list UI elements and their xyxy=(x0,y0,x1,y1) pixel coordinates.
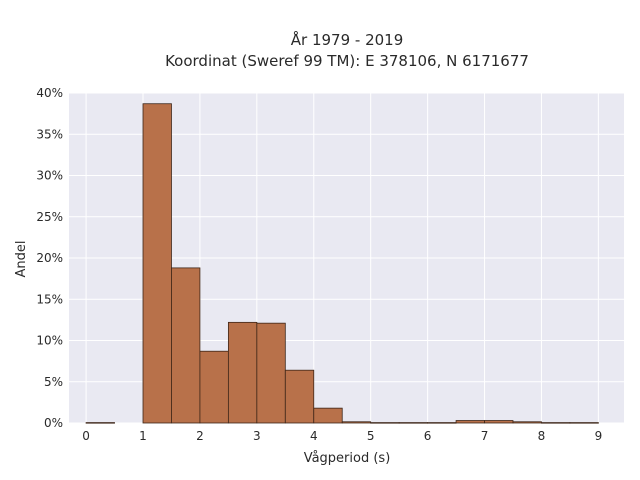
x-axis-label: Vågperiod (s) xyxy=(304,451,391,466)
x-tick-label: 3 xyxy=(253,429,261,443)
histogram-bar xyxy=(512,421,542,424)
histogram-bar xyxy=(341,421,372,424)
histogram-bar xyxy=(227,321,258,424)
histogram-bar xyxy=(569,422,599,424)
bars xyxy=(85,103,599,424)
y-axis-ticks: 0% 5% 10% 15% 20% 25% 30% 35% 40% xyxy=(36,86,63,430)
histogram-bar xyxy=(171,267,201,424)
chart-title: År 1979 - 2019 xyxy=(291,30,404,49)
histogram-bar xyxy=(455,420,485,424)
x-tick-label: 2 xyxy=(196,429,204,443)
x-tick-label: 0 xyxy=(82,429,90,443)
x-tick-label: 4 xyxy=(310,429,318,443)
histogram-bar xyxy=(398,422,429,424)
chart-subtitle: Koordinat (Sweref 99 TM): E 378106, N 61… xyxy=(165,52,529,70)
histogram-bar xyxy=(85,422,115,424)
x-axis-ticks: 0 1 2 3 4 5 6 7 8 9 xyxy=(82,429,602,443)
histogram-bar xyxy=(256,322,286,424)
y-tick-label: 10% xyxy=(36,334,63,348)
y-tick-label: 20% xyxy=(36,251,63,265)
histogram-bar xyxy=(370,422,400,424)
x-tick-label: 1 xyxy=(139,429,147,443)
x-tick-label: 7 xyxy=(481,429,489,443)
y-tick-label: 40% xyxy=(36,86,63,100)
histogram-bar xyxy=(142,103,172,424)
y-tick-label: 35% xyxy=(36,127,63,141)
histogram-bar xyxy=(284,369,315,424)
y-tick-label: 5% xyxy=(44,375,63,389)
y-axis-label: Andel xyxy=(14,241,29,278)
x-tick-label: 8 xyxy=(538,429,546,443)
histogram-bar xyxy=(541,422,571,424)
histogram-bar xyxy=(484,420,514,424)
x-tick-label: 5 xyxy=(367,429,375,443)
y-tick-label: 0% xyxy=(44,416,63,430)
y-tick-label: 30% xyxy=(36,169,63,183)
y-tick-label: 25% xyxy=(36,210,63,224)
histogram-bar xyxy=(313,407,343,424)
x-tick-label: 9 xyxy=(595,429,603,443)
y-tick-label: 15% xyxy=(36,292,63,306)
x-tick-label: 6 xyxy=(424,429,432,443)
histogram-bar xyxy=(427,422,457,424)
histogram-bar xyxy=(199,350,229,424)
